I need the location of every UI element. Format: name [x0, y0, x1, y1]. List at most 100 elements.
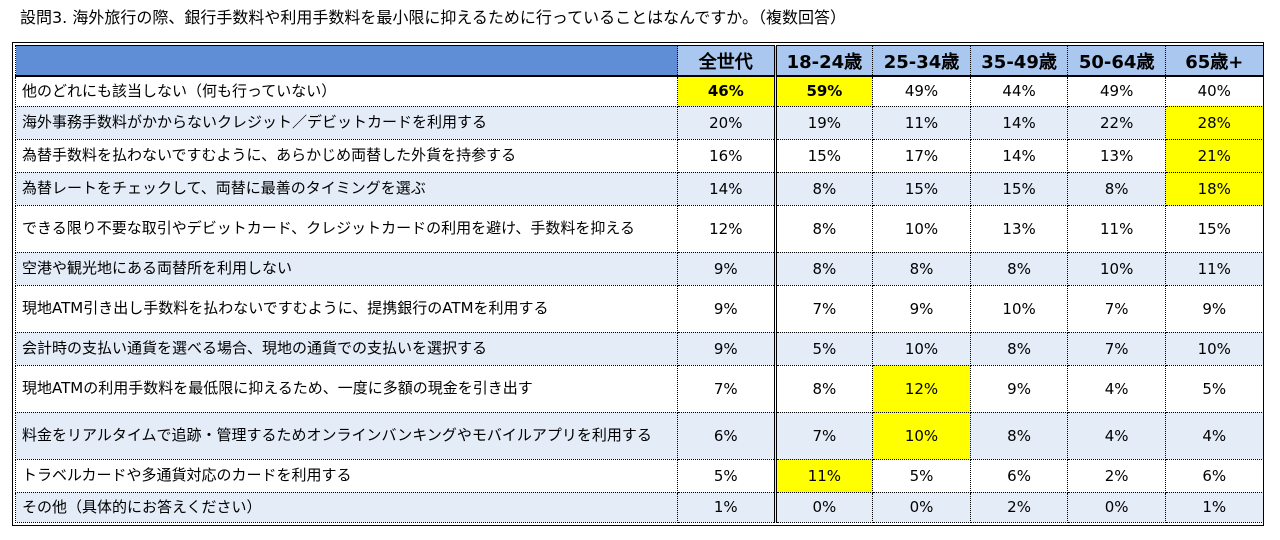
cell-25-34: 17%: [872, 138, 971, 173]
column-header-all-ages: 全世代: [677, 45, 777, 77]
cell-35-49: 13%: [969, 204, 1069, 253]
table-row: 会計時の支払い通貨を選べる場合、現地の通貨での支払いを選択する 9% 5% 10…: [15, 331, 1264, 366]
cell-35-49: 8%: [969, 411, 1069, 460]
cell-50-64: 49%: [1067, 75, 1166, 107]
cell-all-ages: 12%: [677, 204, 777, 253]
row-label: できる限り不要な取引やデビットカード、クレジットカードの利用を避け、手数料を抑え…: [15, 204, 678, 253]
cell-all-ages: 9%: [677, 251, 777, 286]
column-header-65-plus: 65歳+: [1164, 45, 1264, 77]
cell-65-plus: 6%: [1164, 458, 1264, 493]
cell-18-24: 15%: [774, 138, 874, 173]
table-row: トラベルカードや多通貨対応のカードを利用する 5% 11% 5% 6% 2% 6…: [15, 458, 1264, 493]
cell-25-34: 9%: [872, 284, 971, 333]
row-label: 会計時の支払い通貨を選べる場合、現地の通貨での支払いを選択する: [15, 331, 678, 366]
row-label: 為替手数料を払わないですむように、あらかじめ両替した外貨を持参する: [15, 138, 678, 173]
cell-18-24: 19%: [774, 105, 874, 140]
cell-35-49: 44%: [969, 75, 1069, 107]
cell-all-ages: 7%: [677, 364, 777, 413]
cell-35-49: 14%: [969, 138, 1069, 173]
column-header-50-64: 50-64歳: [1067, 45, 1166, 77]
cell-25-34: 10%: [872, 411, 971, 460]
cell-25-34: 49%: [872, 75, 971, 107]
results-table-container: 全世代 18-24歳 25-34歳 35-49歳 50-64歳 65歳+ 他のど…: [12, 42, 1264, 526]
cell-65-plus: 21%: [1164, 138, 1264, 173]
cell-all-ages: 1%: [677, 491, 777, 523]
cell-18-24: 5%: [774, 331, 874, 366]
cell-65-plus: 1%: [1164, 491, 1264, 523]
cell-25-34: 10%: [872, 204, 971, 253]
survey-question-title: 設問3. 海外旅行の際、銀行手数料や利用手数料を最小限に抑えるために行っているこ…: [20, 8, 846, 27]
cell-65-plus: 5%: [1164, 364, 1264, 413]
row-label: 為替レートをチェックして、両替に最善のタイミングを選ぶ: [15, 171, 678, 206]
cell-35-49: 8%: [969, 251, 1069, 286]
header-row: 全世代 18-24歳 25-34歳 35-49歳 50-64歳 65歳+: [15, 45, 1264, 77]
table-row: 空港や観光地にある両替所を利用しない 9% 8% 8% 8% 10% 11%: [15, 251, 1264, 286]
row-label: 他のどれにも該当しない（何も行っていない）: [15, 75, 678, 107]
table-row: できる限り不要な取引やデビットカード、クレジットカードの利用を避け、手数料を抑え…: [15, 204, 1264, 253]
cell-50-64: 22%: [1067, 105, 1166, 140]
cell-25-34: 12%: [872, 364, 971, 413]
cell-35-49: 2%: [969, 491, 1069, 523]
row-label: 海外事務手数料がかからないクレジット／デビットカードを利用する: [15, 105, 678, 140]
cell-35-49: 9%: [969, 364, 1069, 413]
cell-18-24: 8%: [774, 251, 874, 286]
cell-35-49: 10%: [969, 284, 1069, 333]
cell-50-64: 4%: [1067, 411, 1166, 460]
cell-65-plus: 18%: [1164, 171, 1264, 206]
cell-18-24: 11%: [774, 458, 874, 493]
cell-50-64: 7%: [1067, 284, 1166, 333]
column-header-18-24: 18-24歳: [774, 45, 874, 77]
cell-65-plus: 10%: [1164, 331, 1264, 366]
cell-all-ages: 20%: [677, 105, 777, 140]
cell-65-plus: 11%: [1164, 251, 1264, 286]
row-label: その他（具体的にお答えください）: [15, 491, 678, 523]
cell-18-24: 8%: [774, 171, 874, 206]
cell-18-24: 8%: [774, 364, 874, 413]
cell-25-34: 0%: [872, 491, 971, 523]
row-label: 現地ATM引き出し手数料を払わないですむように、提携銀行のATMを利用する: [15, 284, 678, 333]
table-row: その他（具体的にお答えください） 1% 0% 0% 2% 0% 1%: [15, 491, 1264, 523]
cell-all-ages: 9%: [677, 331, 777, 366]
cell-all-ages: 6%: [677, 411, 777, 460]
cell-35-49: 14%: [969, 105, 1069, 140]
cell-35-49: 8%: [969, 331, 1069, 366]
row-label: 料金をリアルタイムで追跡・管理するためオンラインバンキングやモバイルアプリを利用…: [15, 411, 678, 460]
cell-all-ages: 46%: [677, 75, 777, 107]
cell-65-plus: 9%: [1164, 284, 1264, 333]
cell-65-plus: 28%: [1164, 105, 1264, 140]
table-row: 為替手数料を払わないですむように、あらかじめ両替した外貨を持参する 16% 15…: [15, 138, 1264, 173]
column-header-25-34: 25-34歳: [872, 45, 971, 77]
cell-50-64: 11%: [1067, 204, 1166, 253]
cell-25-34: 5%: [872, 458, 971, 493]
cell-18-24: 8%: [774, 204, 874, 253]
cell-35-49: 15%: [969, 171, 1069, 206]
cell-18-24: 7%: [774, 411, 874, 460]
cell-65-plus: 4%: [1164, 411, 1264, 460]
column-header-35-49: 35-49歳: [969, 45, 1069, 77]
cell-18-24: 59%: [774, 75, 874, 107]
table-row: 現地ATMの利用手数料を最低限に抑えるため、一度に多額の現金を引き出す 7% 8…: [15, 364, 1264, 413]
cell-all-ages: 14%: [677, 171, 777, 206]
cell-18-24: 0%: [774, 491, 874, 523]
table-row: 現地ATM引き出し手数料を払わないですむように、提携銀行のATMを利用する 9%…: [15, 284, 1264, 333]
cell-25-34: 8%: [872, 251, 971, 286]
cell-50-64: 10%: [1067, 251, 1166, 286]
table-row: 海外事務手数料がかからないクレジット／デビットカードを利用する 20% 19% …: [15, 105, 1264, 140]
cell-50-64: 13%: [1067, 138, 1166, 173]
table-row: 為替レートをチェックして、両替に最善のタイミングを選ぶ 14% 8% 15% 1…: [15, 171, 1264, 206]
cell-all-ages: 16%: [677, 138, 777, 173]
header-corner-cell: [15, 45, 678, 77]
table-row: 他のどれにも該当しない（何も行っていない） 46% 59% 49% 44% 49…: [15, 75, 1264, 107]
cell-25-34: 10%: [872, 331, 971, 366]
cell-50-64: 7%: [1067, 331, 1166, 366]
cell-25-34: 15%: [872, 171, 971, 206]
cell-50-64: 2%: [1067, 458, 1166, 493]
cell-all-ages: 9%: [677, 284, 777, 333]
cell-65-plus: 15%: [1164, 204, 1264, 253]
cell-25-34: 11%: [872, 105, 971, 140]
table-row: 料金をリアルタイムで追跡・管理するためオンラインバンキングやモバイルアプリを利用…: [15, 411, 1264, 460]
cell-50-64: 4%: [1067, 364, 1166, 413]
cell-50-64: 8%: [1067, 171, 1166, 206]
row-label: 空港や観光地にある両替所を利用しない: [15, 251, 678, 286]
cell-35-49: 6%: [969, 458, 1069, 493]
